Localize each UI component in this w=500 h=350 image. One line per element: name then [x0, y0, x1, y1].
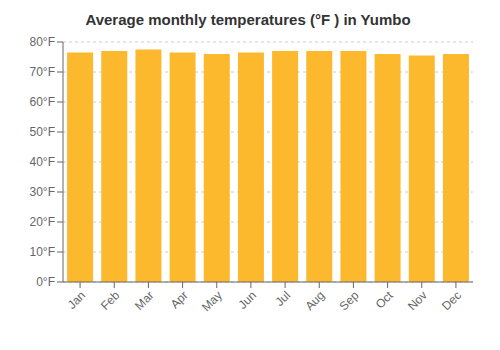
html-text:Average monthly temperatures (: Average monthly temperatures (°F ) in Yu…: [85, 11, 411, 28]
svg-text:Mar: Mar: [132, 288, 157, 313]
svg-text:May: May: [199, 288, 225, 314]
svg-text:80°F: 80°F: [30, 35, 55, 49]
svg-text:30°F: 30°F: [30, 185, 55, 199]
svg-text:20°F: 20°F: [30, 215, 55, 229]
svg-text:50°F: 50°F: [30, 125, 55, 139]
svg-text:Nov: Nov: [405, 288, 430, 313]
svg-text:60°F: 60°F: [30, 95, 55, 109]
svg-text:Feb: Feb: [98, 288, 123, 313]
svg-text:Oct: Oct: [373, 288, 397, 312]
svg-text:Jul: Jul: [272, 288, 293, 309]
svg-text:0°F: 0°F: [36, 275, 55, 289]
svg-text:Sep: Sep: [337, 288, 362, 313]
svg-text:10°F: 10°F: [30, 245, 55, 259]
svg-text:Aug: Aug: [302, 288, 327, 313]
svg-text:Apr: Apr: [168, 288, 191, 311]
svg-text:Jan: Jan: [65, 288, 89, 312]
svg-text:70°F: 70°F: [30, 65, 55, 79]
svg-text:Dec: Dec: [439, 288, 464, 313]
svg-text:40°F: 40°F: [30, 155, 55, 169]
svg-text:Jun: Jun: [235, 288, 259, 312]
